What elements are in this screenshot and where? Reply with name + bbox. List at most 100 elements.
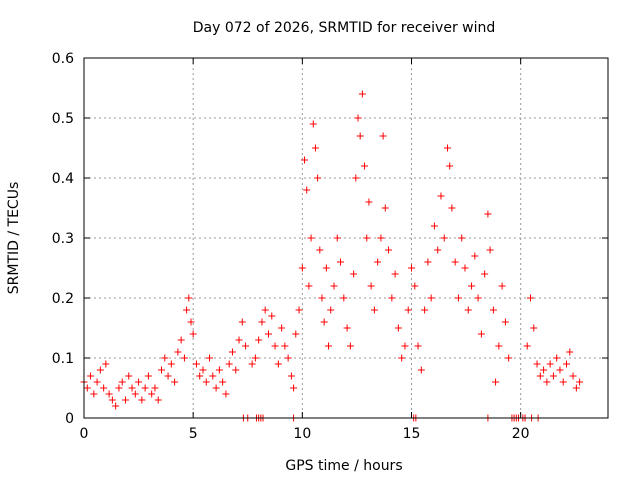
data-point — [477, 330, 485, 338]
data-point — [261, 306, 269, 314]
data-point — [121, 396, 129, 404]
data-point — [556, 366, 564, 374]
data-point — [546, 360, 554, 368]
data-points — [80, 90, 584, 422]
data-point — [271, 342, 279, 350]
data-point — [281, 342, 289, 350]
data-point — [96, 366, 104, 374]
data-point — [388, 294, 396, 302]
data-point — [180, 354, 188, 362]
data-point — [314, 174, 322, 182]
data-point — [196, 372, 204, 380]
data-point — [164, 372, 172, 380]
data-point — [268, 312, 276, 320]
data-point — [305, 282, 313, 290]
data-point — [350, 270, 358, 278]
data-point — [295, 306, 303, 314]
data-point — [495, 342, 503, 350]
data-point — [363, 234, 371, 242]
x-tick-label: 20 — [512, 426, 530, 442]
data-point — [87, 372, 95, 380]
data-point — [421, 306, 429, 314]
data-point — [379, 132, 387, 140]
data-point — [446, 162, 454, 170]
y-tick-label: 0.3 — [52, 231, 74, 247]
data-point — [437, 192, 445, 200]
y-tick-label: 0 — [65, 411, 74, 427]
data-point — [427, 294, 435, 302]
data-point — [365, 198, 373, 206]
data-point — [481, 270, 489, 278]
data-point — [486, 246, 494, 254]
data-point — [307, 234, 315, 242]
data-point — [549, 372, 557, 380]
data-point — [232, 366, 240, 374]
data-point — [492, 378, 500, 386]
data-point — [228, 348, 236, 356]
data-point — [202, 378, 210, 386]
data-point — [377, 234, 385, 242]
data-point — [374, 258, 382, 266]
data-point — [154, 396, 162, 404]
data-point — [115, 384, 123, 392]
data-point — [536, 372, 544, 380]
data-point — [356, 132, 364, 140]
data-point — [235, 336, 243, 344]
data-point — [274, 360, 282, 368]
x-tick-label: 5 — [189, 426, 198, 442]
data-point — [533, 360, 541, 368]
data-point — [361, 162, 369, 170]
data-point — [408, 264, 415, 272]
data-point — [320, 318, 328, 326]
data-point — [354, 114, 362, 122]
data-point — [417, 366, 425, 374]
data-point — [337, 258, 345, 266]
data-point — [238, 318, 246, 326]
data-point — [391, 270, 399, 278]
data-point — [135, 378, 143, 386]
data-point — [311, 144, 319, 152]
data-point — [151, 384, 159, 392]
data-point — [370, 306, 378, 314]
data-point — [489, 306, 497, 314]
data-point — [102, 360, 110, 368]
y-tick-label: 0.2 — [52, 291, 74, 307]
data-point — [458, 234, 466, 242]
data-point — [90, 390, 98, 398]
data-point — [523, 342, 531, 350]
data-point — [327, 306, 335, 314]
data-point — [576, 378, 584, 386]
data-point — [569, 372, 577, 380]
data-point — [158, 366, 166, 374]
data-point — [209, 372, 217, 380]
data-point — [434, 246, 442, 254]
data-point — [346, 342, 354, 350]
data-point — [444, 144, 452, 152]
data-point — [367, 282, 375, 290]
data-point — [451, 258, 459, 266]
data-point — [530, 324, 538, 332]
data-point — [309, 120, 317, 128]
data-point — [301, 156, 309, 164]
data-point — [192, 360, 200, 368]
data-point — [93, 378, 101, 386]
data-point — [189, 330, 197, 338]
data-point — [112, 402, 120, 410]
data-point — [430, 222, 438, 230]
data-point — [325, 342, 333, 350]
data-point — [540, 366, 548, 374]
data-point — [144, 372, 152, 380]
axis-ticks: 0 5 10 15 20 0 0.1 0.2 0.3 0.4 0.5 0.6 — [52, 51, 608, 442]
data-point — [343, 324, 351, 332]
data-point — [174, 348, 182, 356]
data-point — [398, 354, 406, 362]
data-point — [215, 366, 223, 374]
data-point — [171, 378, 179, 386]
data-point — [219, 378, 227, 386]
data-point — [278, 324, 286, 332]
data-point — [411, 282, 419, 290]
x-tick-label: 15 — [403, 426, 421, 442]
data-point — [333, 234, 341, 242]
